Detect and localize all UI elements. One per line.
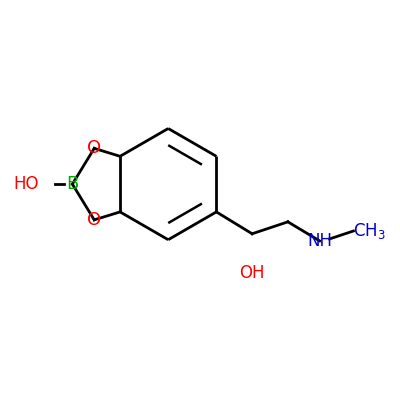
Text: HO: HO [13, 175, 39, 193]
Text: OH: OH [239, 264, 265, 282]
Text: CH$_3$: CH$_3$ [354, 221, 386, 241]
Text: O: O [87, 211, 101, 229]
Text: B: B [66, 175, 78, 193]
Text: NH: NH [307, 232, 332, 250]
Text: O: O [87, 139, 101, 157]
